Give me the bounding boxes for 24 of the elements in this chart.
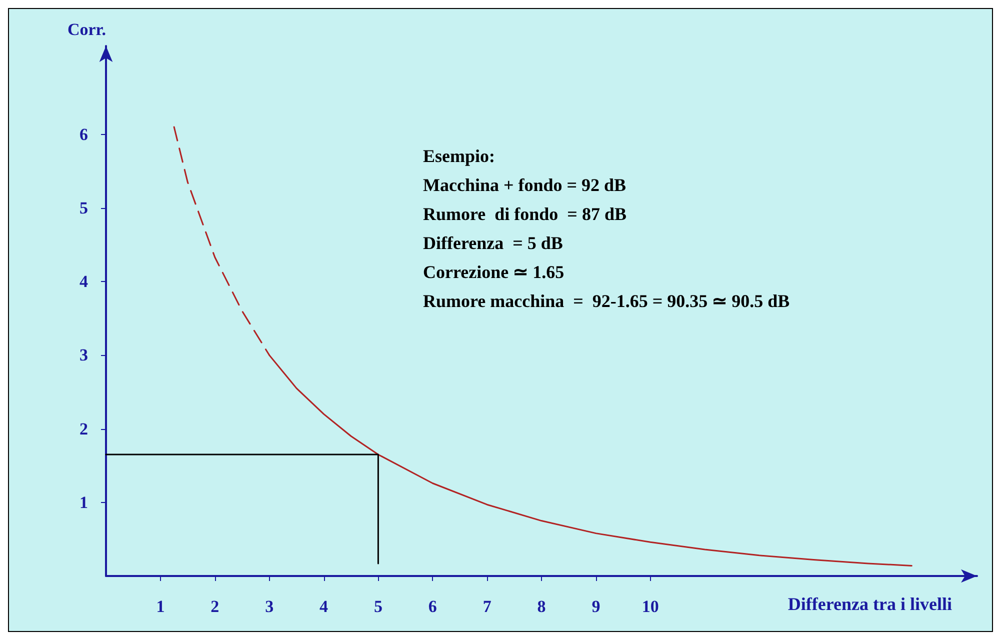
- x-tick-label: 1: [156, 597, 165, 616]
- y-tick-label: 4: [80, 272, 88, 292]
- y-axis-title: Corr.: [67, 20, 106, 39]
- annotation: Esempio:: [423, 146, 495, 166]
- y-tick-label: 2: [80, 419, 88, 438]
- x-tick-label: 5: [374, 597, 382, 616]
- y-tick-label: 1: [80, 492, 88, 512]
- annotation: Differenza = 5 dB: [423, 233, 563, 253]
- x-axis-title: Differenza tra i livelli: [788, 594, 952, 614]
- x-tick-label: 6: [428, 597, 437, 616]
- x-tick-label: 7: [482, 597, 492, 616]
- x-tick-label: 8: [537, 597, 546, 616]
- y-tick-label: 3: [80, 346, 88, 365]
- x-tick-label: 2: [210, 597, 220, 616]
- x-tick-label: 9: [592, 597, 600, 616]
- annotation: Rumore di fondo = 87 dB: [423, 204, 626, 224]
- y-tick-label: 6: [80, 124, 88, 144]
- x-tick-label: 4: [320, 597, 328, 616]
- x-tick-label: 10: [642, 597, 659, 616]
- annotation: Rumore macchina = 92-1.65 = 90.35 ≃ 90.5 dB: [423, 291, 790, 311]
- y-tick-label: 5: [80, 198, 88, 218]
- annotation: Macchina + fondo = 92 dB: [423, 175, 626, 195]
- annotation: Correzione ≃ 1.65: [423, 262, 564, 282]
- x-tick-label: 3: [265, 597, 274, 616]
